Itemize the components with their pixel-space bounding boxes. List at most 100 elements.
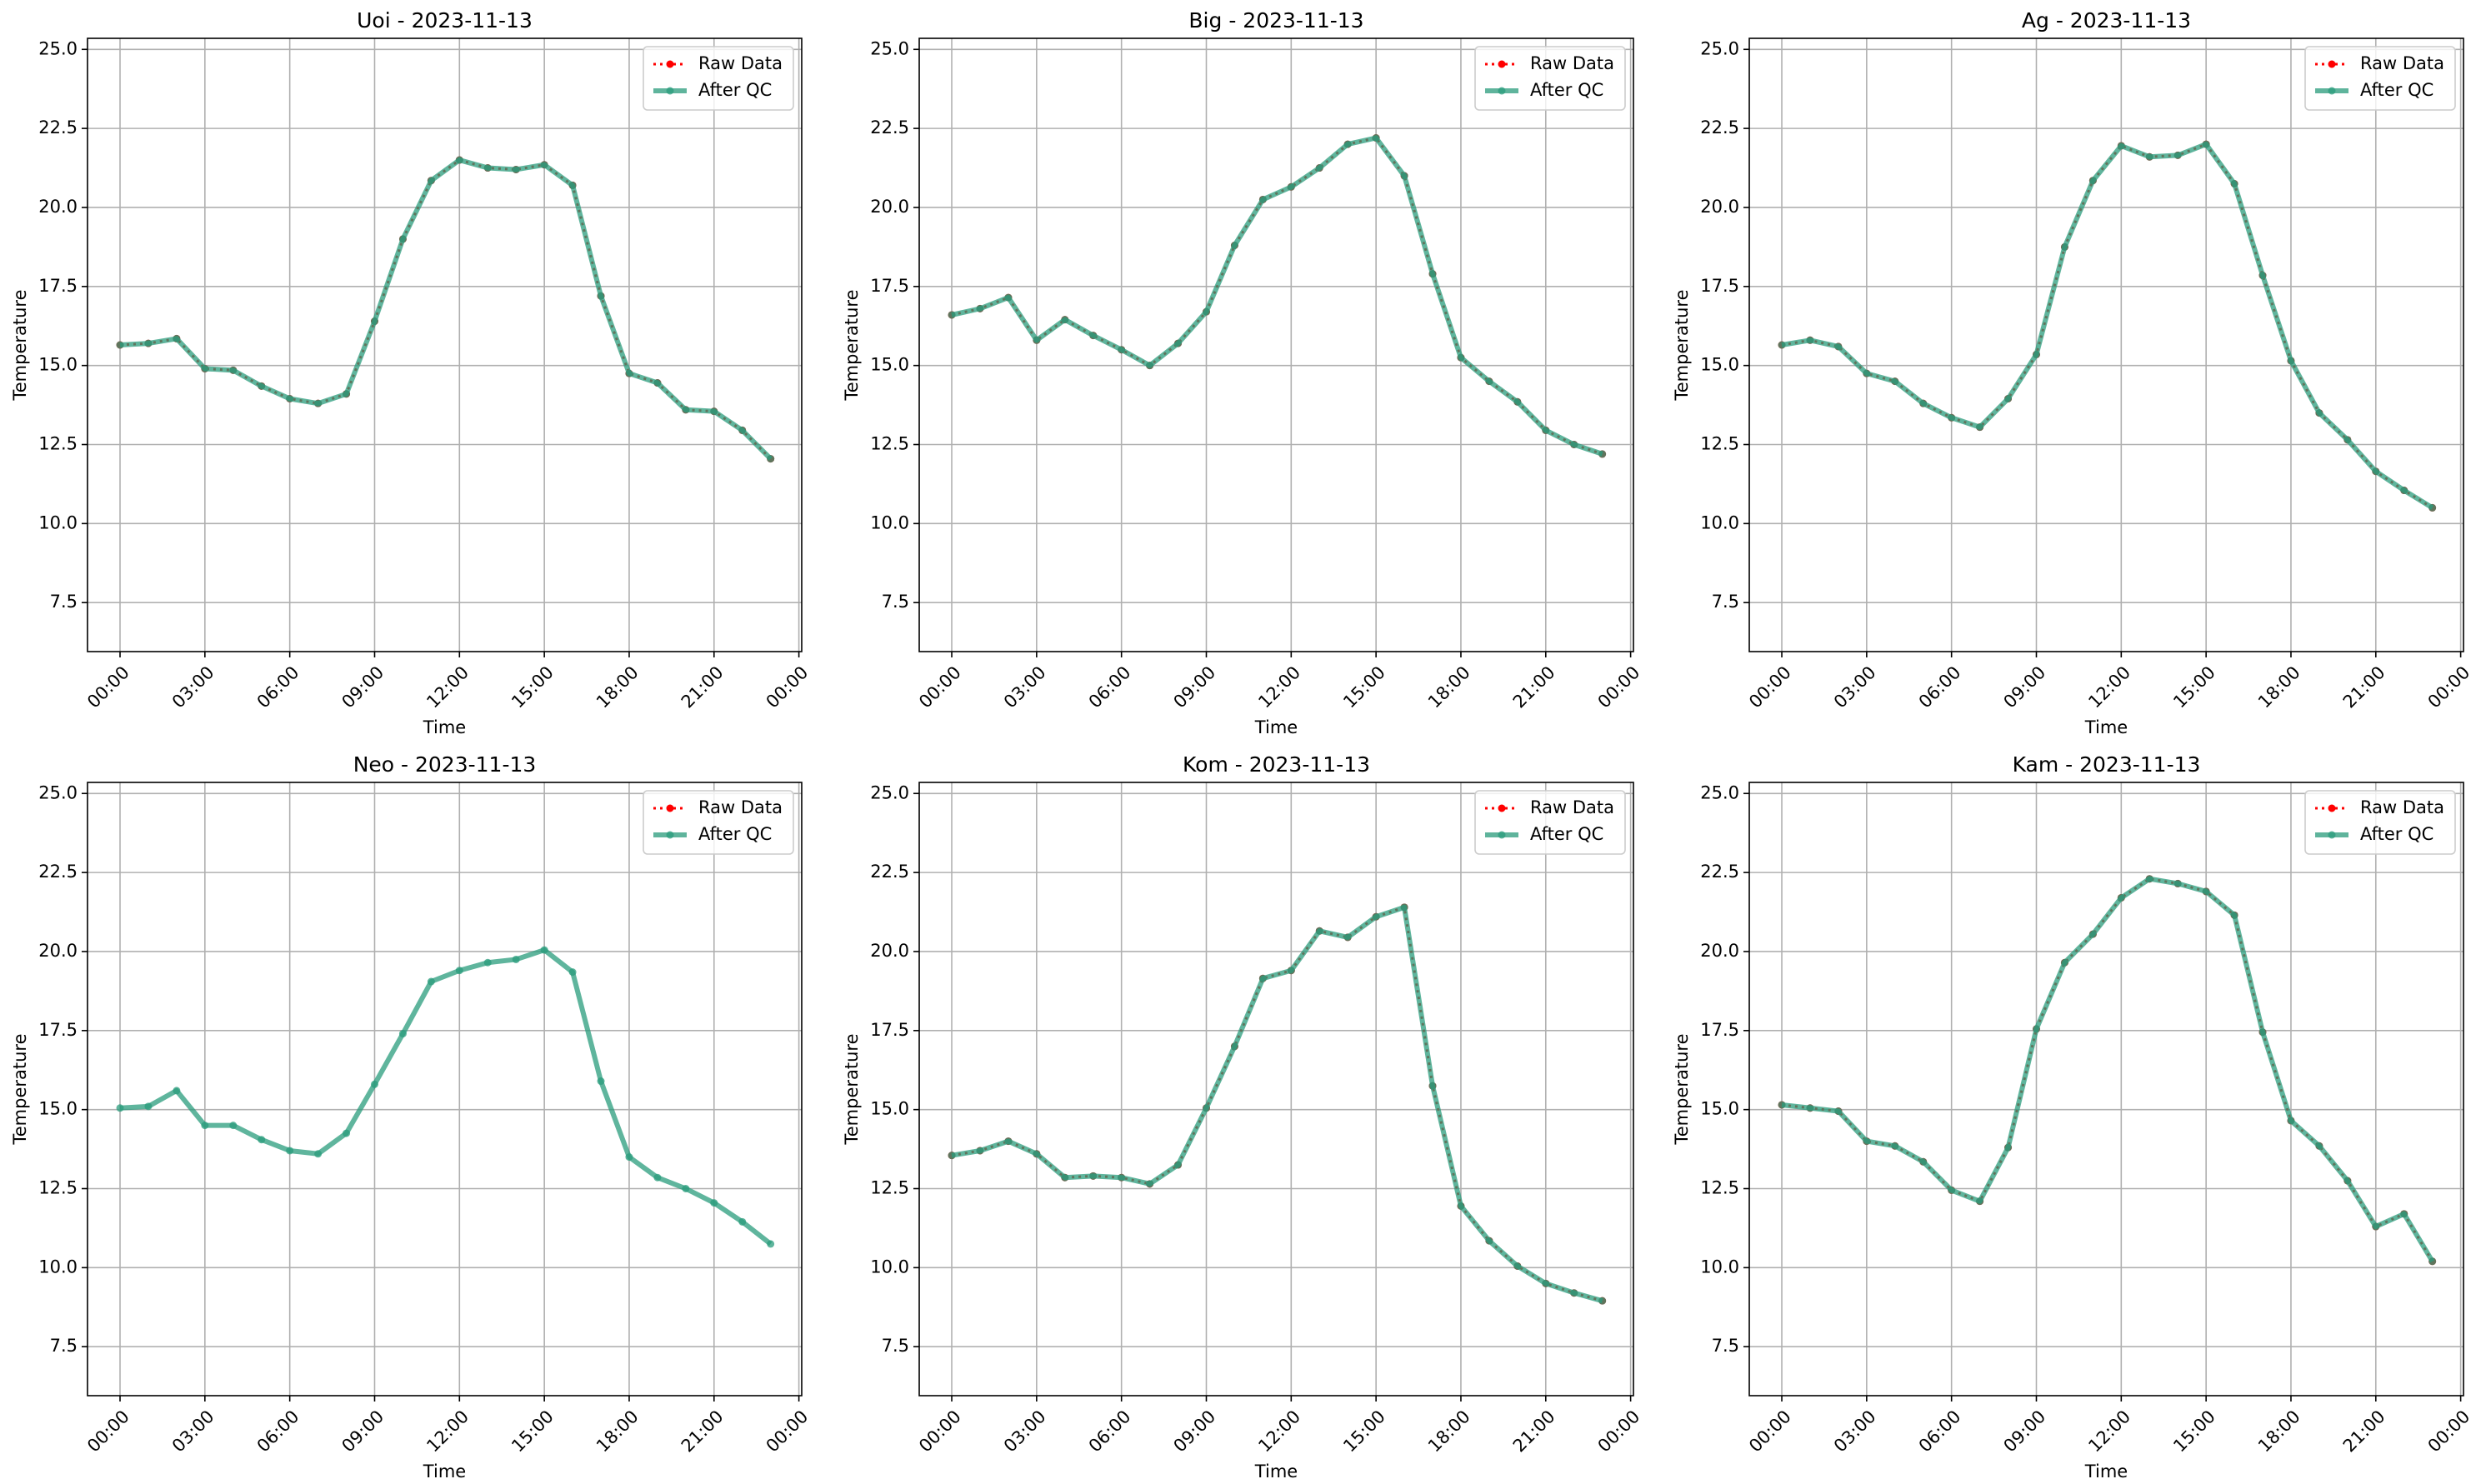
y-tick-label: 7.5 (50, 592, 78, 612)
plot-frame (87, 782, 803, 1397)
qc-point (1570, 441, 1578, 449)
x-tick-label: 15:00 (2169, 1407, 2219, 1457)
qc-point (2315, 1142, 2323, 1150)
y-axis-label: Temperature (1672, 1033, 1692, 1145)
y-tick-label: 22.5 (870, 862, 909, 882)
qc-point (2428, 1257, 2437, 1266)
legend-label: Raw Data (1530, 797, 1614, 817)
y-tick-label: 22.5 (870, 117, 909, 137)
x-tick-label: 06:00 (1915, 1407, 1965, 1457)
qc-point (1457, 1202, 1465, 1210)
qc-point (1976, 1197, 1984, 1206)
legend-marker (666, 60, 674, 68)
qc-point (1513, 1262, 1522, 1270)
qc-point (2173, 151, 2182, 159)
qc-point (1778, 1101, 1786, 1109)
subplot: 7.5 10.0 12.5 15.0 17.5 20.0 22.5 25.0 00:00 03:0… (1672, 752, 2473, 1482)
x-tick-label: 12:00 (423, 662, 473, 712)
x-tick-label: 18:00 (593, 662, 643, 712)
y-tick-label: 20.0 (1700, 197, 1739, 217)
y-tick-label: 12.5 (38, 1178, 78, 1198)
qc-point (2400, 487, 2408, 495)
qc-point (1372, 134, 1380, 142)
qc-point (568, 181, 577, 189)
legend-label: Raw Data (1530, 53, 1614, 73)
y-tick-label: 15.0 (1700, 1099, 1739, 1119)
y-tick-label: 25.0 (870, 38, 909, 58)
y-tick-label: 7.5 (50, 1336, 78, 1356)
qc-point (1598, 1297, 1607, 1305)
qc-point (976, 1147, 984, 1155)
y-tick-label: 20.0 (38, 941, 78, 961)
x-tick-label: 06:00 (253, 1407, 303, 1457)
qc-point (2258, 1028, 2267, 1037)
qc-point (116, 1104, 124, 1112)
x-tick-label: 09:00 (1170, 662, 1220, 712)
qc-point (343, 390, 351, 398)
qc-point (1891, 1142, 1899, 1150)
x-tick-label: 21:00 (1509, 662, 1559, 712)
qc-point (258, 1136, 266, 1144)
qc-point (738, 426, 747, 434)
qc-point (1778, 341, 1786, 349)
qc-point (1542, 426, 1550, 434)
qc-point (1004, 293, 1013, 302)
legend-label: Raw Data (698, 53, 783, 73)
x-tick-label: 15:00 (508, 1407, 558, 1457)
qc-point (767, 1240, 775, 1248)
legend-marker (666, 87, 674, 95)
chart-title: Big - 2023-11-13 (1188, 8, 1363, 32)
x-tick-label: 09:00 (2000, 1407, 2050, 1457)
y-tick-label: 17.5 (1700, 276, 1739, 296)
qc-point (738, 1217, 747, 1226)
qc-point (948, 311, 956, 319)
x-tick-label: 00:00 (915, 662, 965, 712)
legend-box (2304, 790, 2456, 855)
y-axis-label: Temperature (10, 289, 30, 401)
y-tick-label: 7.5 (882, 1336, 909, 1356)
qc-point (1400, 903, 1408, 912)
legend-label: After QC (1530, 80, 1603, 100)
x-axis-label: Time (1254, 1462, 1298, 1482)
qc-point (2145, 152, 2153, 161)
qc-point (2343, 436, 2352, 444)
qc-point (710, 1199, 718, 1207)
x-tick-label: 12:00 (423, 1407, 473, 1457)
qc-point (1118, 346, 1126, 354)
qc-point (2372, 1222, 2380, 1231)
y-tick-label: 10.0 (870, 512, 909, 532)
chart-title: Neo - 2023-11-13 (353, 752, 537, 777)
legend-label: Raw Data (2360, 797, 2444, 817)
qc-point (1033, 1150, 1041, 1158)
qc-line (1781, 876, 2435, 1263)
subplot: 7.5 10.0 12.5 15.0 17.5 20.0 22.5 25.0 00:00 03:0… (10, 8, 812, 737)
qc-point (1513, 397, 1522, 406)
x-tick-label: 12:00 (1254, 662, 1304, 712)
x-tick-label: 12:00 (1254, 1407, 1304, 1457)
qc-point (2202, 887, 2210, 896)
x-tick-label: 21:00 (2339, 662, 2389, 712)
y-tick-label: 20.0 (870, 941, 909, 961)
chart-title: Kom - 2023-11-13 (1183, 752, 1370, 777)
x-tick-label: 21:00 (678, 1407, 728, 1457)
legend-label: Raw Data (2360, 53, 2444, 73)
qc-point (1230, 241, 1238, 249)
legend-marker (2328, 804, 2336, 812)
qc-point (1174, 339, 1183, 347)
qc-point (2032, 1025, 2040, 1033)
x-tick-label: 09:00 (338, 1407, 388, 1457)
subplot: 7.5 10.0 12.5 15.0 17.5 20.0 22.5 25.0 00:00 03:0… (1672, 8, 2473, 737)
x-tick-label: 15:00 (1339, 1407, 1389, 1457)
qc-point (173, 334, 181, 342)
qc-point (2117, 893, 2125, 902)
qc-point (2060, 242, 2068, 251)
qc-point (1315, 927, 1323, 935)
qc-point (1485, 377, 1493, 386)
qc-point (625, 1153, 633, 1162)
qc-point (2372, 467, 2380, 476)
qc-point (512, 955, 520, 963)
qc-point (1400, 172, 1408, 180)
qc-point (2088, 930, 2097, 938)
x-tick-label: 18:00 (1424, 1407, 1474, 1457)
subplot: 7.5 10.0 12.5 15.0 17.5 20.0 22.5 25.0 00:00 03:0… (842, 752, 1643, 1482)
